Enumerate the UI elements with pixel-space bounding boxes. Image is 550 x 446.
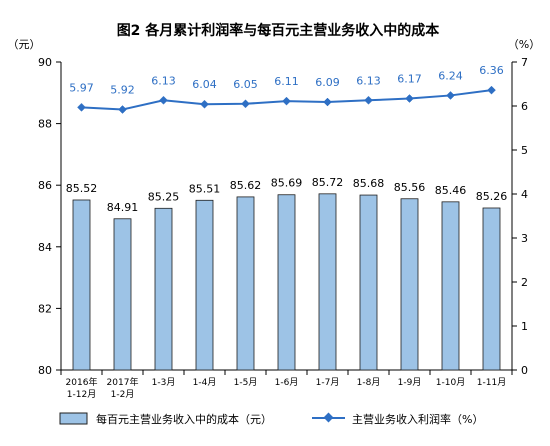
line-point <box>405 94 414 103</box>
bar-value-label: 85.56 <box>394 181 426 194</box>
x-axis-tick-label: 1-6月 <box>275 377 299 388</box>
line-value-label: 6.05 <box>233 78 258 91</box>
bar <box>72 199 91 371</box>
bar <box>318 193 337 371</box>
line-value-label: 6.17 <box>397 73 422 86</box>
right-axis-tick-label: 6 <box>521 100 528 113</box>
x-axis-tick-label: 1-10月 <box>436 377 465 388</box>
bar <box>236 196 255 371</box>
bar <box>277 194 296 371</box>
x-axis-tick-label: 2017年 1-2月 <box>107 376 139 400</box>
line-point <box>159 95 168 105</box>
bar <box>154 207 173 371</box>
line-value-label: 6.11 <box>274 75 299 88</box>
line-point <box>364 95 373 105</box>
line-value-label: 6.09 <box>315 76 340 89</box>
left-axis-tick-label: 82 <box>38 302 52 315</box>
legend-bar-swatch <box>59 412 88 425</box>
bar-value-label: 85.62 <box>230 179 262 192</box>
line-point <box>282 96 291 106</box>
line-data-labels: 5.97 5.92 6.13 6.04 6.05 6.11 6.09 6.13 6.17 6.24… <box>69 64 504 96</box>
x-axis-tick-label: 1-3月 <box>152 377 176 388</box>
bar-value-label: 85.25 <box>148 190 180 203</box>
bar <box>482 207 501 371</box>
line-value-label: 6.13 <box>356 74 381 87</box>
left-axis-tick-label: 86 <box>38 179 52 192</box>
x-axis-tick-label: 1-4月 <box>193 377 217 388</box>
line-series <box>77 85 496 114</box>
right-axis-tick-label: 7 <box>521 56 528 69</box>
line-value-label: 5.92 <box>110 84 135 97</box>
bar <box>441 201 460 371</box>
left-axis-tick-label: 80 <box>38 364 52 377</box>
legend-line-marker <box>323 412 334 423</box>
line-point <box>446 91 455 100</box>
line-value-label: 5.97 <box>69 81 94 94</box>
line-value-label: 6.04 <box>192 78 217 91</box>
right-axis-tick-label: 5 <box>521 144 528 157</box>
right-y-axis: 0 1 2 3 4 5 6 7 <box>511 56 528 377</box>
line-value-label: 6.13 <box>151 74 176 87</box>
bar-value-label: 85.72 <box>312 176 344 189</box>
right-axis-tick-label: 3 <box>521 232 528 245</box>
legend-bar-label: 每百元主营业务收入中的成本（元） <box>96 412 272 426</box>
x-axis-tick-label: 1-11月 <box>477 377 506 388</box>
right-axis-tick-label: 0 <box>521 364 528 377</box>
left-axis-unit: （元） <box>8 38 41 51</box>
legend-line-label: 主营业务收入利润率（%） <box>352 412 483 426</box>
left-axis-tick-label: 90 <box>38 56 52 69</box>
bar-value-label: 85.26 <box>476 190 508 203</box>
bar <box>113 218 132 371</box>
line-point <box>241 99 250 109</box>
legend: 每百元主营业务收入中的成本（元） 主营业务收入利润率（%） <box>59 412 483 426</box>
line-value-label: 6.24 <box>438 69 463 82</box>
right-axis-tick-label: 4 <box>521 188 528 201</box>
right-axis-tick-label: 1 <box>521 320 528 333</box>
x-axis-tick-label: 1-5月 <box>234 377 258 388</box>
right-axis-unit: （%） <box>508 38 540 51</box>
bar-value-label: 85.68 <box>353 177 385 190</box>
chart-title: 图2 各月累计利润率与每百元主营业务收入中的成本 <box>117 22 441 39</box>
line-value-label: 6.36 <box>479 64 504 77</box>
bar-value-label: 85.46 <box>435 184 467 197</box>
line-point <box>77 102 86 112</box>
bar <box>400 198 419 371</box>
x-axis-tick-label: 2016年 1-12月 <box>66 376 98 400</box>
line-point <box>200 99 209 109</box>
bar-data-labels: 85.52 84.91 85.25 85.51 85.62 85.69 85.72 85.68… <box>66 176 508 214</box>
bar-value-label: 85.69 <box>271 177 303 190</box>
line-point <box>323 97 332 107</box>
bar-value-label: 84.91 <box>107 201 139 214</box>
line-point <box>487 85 496 95</box>
x-axis-tick-label: 1-9月 <box>398 377 422 388</box>
bar <box>195 199 214 371</box>
x-axis: 2016年 1-12月 2017年 1-2月 1-3月 1-4月 1-5月 1-6月 1-7月 1… <box>60 369 513 400</box>
bar <box>359 194 378 371</box>
line-point <box>118 105 127 114</box>
x-axis-tick-label: 1-8月 <box>357 377 381 388</box>
left-axis-tick-label: 84 <box>38 241 52 254</box>
left-axis-tick-label: 88 <box>38 118 52 131</box>
bar-value-label: 85.52 <box>66 182 98 195</box>
x-axis-tick-label: 1-7月 <box>316 377 340 388</box>
bar-value-label: 85.51 <box>189 182 221 195</box>
right-axis-tick-label: 2 <box>521 276 528 289</box>
left-y-axis: 80 82 84 86 88 90 <box>38 56 62 377</box>
bar-series <box>72 193 501 371</box>
